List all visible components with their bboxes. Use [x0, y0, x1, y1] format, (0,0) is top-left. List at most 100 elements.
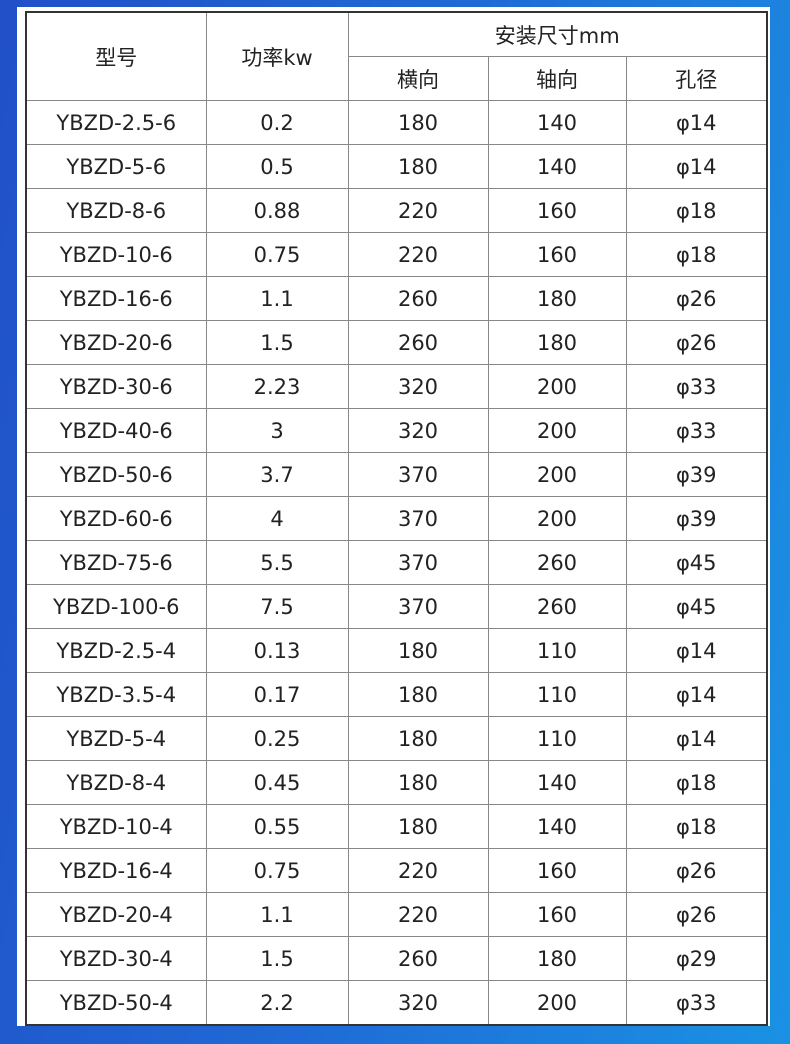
- cell-power: 0.17: [205, 672, 349, 717]
- cell-axial: 160: [487, 892, 627, 937]
- cell-power: 7.5: [205, 584, 349, 629]
- table-row: YBZD-8-6 0.88 220 160 φ18: [25, 188, 768, 233]
- cell-power: 5.5: [205, 540, 349, 585]
- cell-power: 3.7: [205, 452, 349, 497]
- cell-axial: 160: [487, 232, 627, 277]
- cell-horizontal: 370: [347, 496, 489, 541]
- cell-hole: φ18: [625, 760, 768, 805]
- cell-power: 2.2: [205, 980, 349, 1026]
- table-row: YBZD-16-4 0.75 220 160 φ26: [25, 848, 768, 893]
- table-row: YBZD-75-6 5.5 370 260 φ45: [25, 540, 768, 585]
- cell-axial: 260: [487, 540, 627, 585]
- cell-power: 0.88: [205, 188, 349, 233]
- cell-model: YBZD-2.5-4: [25, 628, 207, 673]
- cell-hole: φ33: [625, 980, 768, 1026]
- header-horizontal: 横向: [347, 56, 489, 101]
- table-row: YBZD-100-6 7.5 370 260 φ45: [25, 584, 768, 629]
- cell-model: YBZD-50-6: [25, 452, 207, 497]
- cell-horizontal: 260: [347, 320, 489, 365]
- table-row: YBZD-8-4 0.45 180 140 φ18: [25, 760, 768, 805]
- cell-axial: 180: [487, 320, 627, 365]
- cell-power: 1.5: [205, 320, 349, 365]
- cell-axial: 110: [487, 716, 627, 761]
- cell-hole: φ26: [625, 892, 768, 937]
- cell-axial: 180: [487, 936, 627, 981]
- header-model: 型号: [25, 11, 207, 101]
- cell-axial: 200: [487, 364, 627, 409]
- cell-axial: 180: [487, 276, 627, 321]
- cell-horizontal: 320: [347, 364, 489, 409]
- cell-hole: φ14: [625, 100, 768, 145]
- header-install-size: 安装尺寸mm: [347, 11, 768, 57]
- cell-power: 3: [205, 408, 349, 453]
- cell-axial: 200: [487, 408, 627, 453]
- cell-power: 1.1: [205, 276, 349, 321]
- cell-horizontal: 320: [347, 980, 489, 1026]
- table-row: YBZD-30-6 2.23 320 200 φ33: [25, 364, 768, 409]
- cell-hole: φ26: [625, 320, 768, 365]
- cell-horizontal: 370: [347, 540, 489, 585]
- cell-axial: 110: [487, 672, 627, 717]
- cell-axial: 140: [487, 804, 627, 849]
- table-row: YBZD-30-4 1.5 260 180 φ29: [25, 936, 768, 981]
- table-row: YBZD-50-4 2.2 320 200 φ33: [25, 980, 768, 1026]
- cell-hole: φ26: [625, 276, 768, 321]
- cell-horizontal: 370: [347, 452, 489, 497]
- cell-hole: φ14: [625, 144, 768, 189]
- cell-hole: φ18: [625, 232, 768, 277]
- table-row: YBZD-40-6 3 320 200 φ33: [25, 408, 768, 453]
- cell-horizontal: 220: [347, 232, 489, 277]
- cell-hole: φ39: [625, 496, 768, 541]
- cell-horizontal: 220: [347, 848, 489, 893]
- header-axial: 轴向: [487, 56, 627, 101]
- cell-horizontal: 260: [347, 276, 489, 321]
- cell-model: YBZD-8-4: [25, 760, 207, 805]
- table-row: YBZD-10-6 0.75 220 160 φ18: [25, 232, 768, 277]
- cell-model: YBZD-8-6: [25, 188, 207, 233]
- cell-hole: φ26: [625, 848, 768, 893]
- table-row: YBZD-5-6 0.5 180 140 φ14: [25, 144, 768, 189]
- table-row: YBZD-20-4 1.1 220 160 φ26: [25, 892, 768, 937]
- cell-power: 1.5: [205, 936, 349, 981]
- cell-horizontal: 260: [347, 936, 489, 981]
- cell-power: 0.75: [205, 232, 349, 277]
- cell-power: 0.5: [205, 144, 349, 189]
- cell-horizontal: 180: [347, 100, 489, 145]
- cell-horizontal: 180: [347, 672, 489, 717]
- cell-power: 0.45: [205, 760, 349, 805]
- table-row: YBZD-3.5-4 0.17 180 110 φ14: [25, 672, 768, 717]
- cell-horizontal: 220: [347, 892, 489, 937]
- table-row: YBZD-2.5-6 0.2 180 140 φ14: [25, 100, 768, 145]
- cell-axial: 140: [487, 100, 627, 145]
- cell-axial: 160: [487, 188, 627, 233]
- cell-horizontal: 180: [347, 628, 489, 673]
- cell-hole: φ45: [625, 540, 768, 585]
- cell-model: YBZD-5-4: [25, 716, 207, 761]
- cell-model: YBZD-60-6: [25, 496, 207, 541]
- cell-hole: φ33: [625, 364, 768, 409]
- cell-model: YBZD-10-4: [25, 804, 207, 849]
- cell-horizontal: 180: [347, 804, 489, 849]
- cell-model: YBZD-75-6: [25, 540, 207, 585]
- cell-power: 2.23: [205, 364, 349, 409]
- cell-model: YBZD-3.5-4: [25, 672, 207, 717]
- cell-model: YBZD-100-6: [25, 584, 207, 629]
- cell-model: YBZD-2.5-6: [25, 100, 207, 145]
- cell-horizontal: 180: [347, 716, 489, 761]
- cell-model: YBZD-5-6: [25, 144, 207, 189]
- cell-power: 4: [205, 496, 349, 541]
- table-row: YBZD-50-6 3.7 370 200 φ39: [25, 452, 768, 497]
- cell-hole: φ45: [625, 584, 768, 629]
- header-power: 功率kw: [205, 11, 349, 101]
- cell-model: YBZD-30-6: [25, 364, 207, 409]
- cell-axial: 160: [487, 848, 627, 893]
- header-hole: 孔径: [625, 56, 768, 101]
- table-row: YBZD-20-6 1.5 260 180 φ26: [25, 320, 768, 365]
- cell-model: YBZD-20-6: [25, 320, 207, 365]
- cell-model: YBZD-16-4: [25, 848, 207, 893]
- cell-horizontal: 180: [347, 760, 489, 805]
- cell-horizontal: 370: [347, 584, 489, 629]
- cell-hole: φ18: [625, 188, 768, 233]
- cell-model: YBZD-40-6: [25, 408, 207, 453]
- cell-power: 0.75: [205, 848, 349, 893]
